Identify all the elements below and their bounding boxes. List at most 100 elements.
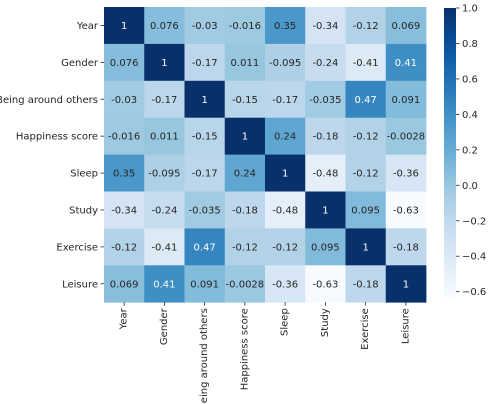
cell-value-label: -0.095 (269, 58, 301, 69)
cell-value-label: -0.48 (272, 205, 298, 216)
cell-value-label: 0.47 (193, 242, 215, 253)
y-tick-label-gender: Gender (61, 58, 99, 69)
x-tick-label-being-around-others: Being around others (199, 308, 210, 404)
heatmap-cell-happiness-score-gender (144, 117, 185, 155)
heatmap-annotations: 1 0.076 -0.03 -0.016 0.35 -0.34 -0.12 0.069 0.07… (108, 21, 425, 290)
cell-value-label: 0.24 (234, 169, 256, 180)
cell-value-label: -0.34 (312, 21, 338, 32)
cell-value-label: -0.12 (272, 242, 298, 253)
heatmap-cell-gender-sleep (265, 43, 306, 82)
heatmap-cell-happiness-score-happiness-score (224, 117, 266, 155)
heatmap-cell-gender-gender (144, 43, 185, 82)
cell-value-label: 0.095 (351, 205, 380, 216)
heatmap-cell-exercise-leisure (385, 228, 427, 266)
heatmap-cells (104, 7, 427, 303)
heatmap-cell-leisure-being-around-others (184, 265, 226, 303)
cell-value-label: 0.47 (354, 95, 376, 106)
heatmap-cell-being-around-others-sleep (265, 80, 306, 119)
colorbar: 1.0 0.8 0.6 0.4 0.2 0.0 −0.2 −0.4 −0.6 (444, 4, 486, 298)
heatmap-cell-exercise-gender (144, 228, 185, 266)
cell-value-label: 1 (362, 242, 368, 253)
heatmap-cell-being-around-others-happiness-score (224, 80, 266, 119)
cell-value-label: 0.091 (190, 279, 219, 290)
cell-value-label: -0.12 (232, 242, 258, 253)
x-tick-label-exercise: Exercise (360, 308, 371, 350)
heatmap-cell-happiness-score-being-around-others (184, 117, 226, 155)
heatmap-cell-study-sleep (265, 191, 306, 229)
heatmap-cell-sleep-exercise (345, 154, 387, 192)
heatmap-cell-year-exercise (345, 7, 387, 45)
cell-value-label: -0.0028 (226, 279, 265, 290)
cell-value-label: 0.069 (392, 21, 421, 32)
heatmap-cell-being-around-others-leisure (385, 80, 427, 119)
heatmap-cell-leisure-year (104, 265, 145, 303)
heatmap-cell-sleep-leisure (385, 154, 427, 192)
colorbar-tick-label: −0.2 (462, 216, 486, 227)
cell-value-label: 0.24 (274, 132, 296, 143)
cell-value-label: -0.12 (111, 242, 137, 253)
colorbar-tick-label: 0.6 (462, 74, 478, 85)
cell-value-label: -0.03 (192, 21, 218, 32)
cell-value-label: -0.36 (272, 279, 298, 290)
cell-value-label: -0.36 (393, 169, 419, 180)
cell-value-label: 0.091 (392, 95, 421, 106)
x-tick-label-happiness-score: Happiness score (239, 308, 250, 390)
heatmap-cell-gender-study (305, 43, 346, 82)
cell-value-label: 1 (121, 21, 127, 32)
colorbar-tick-label: 0.4 (462, 110, 478, 121)
x-tick-label-leisure: Leisure (400, 308, 411, 344)
y-tick-label-happiness-score: Happiness score (16, 132, 98, 143)
cell-value-label: -0.016 (229, 21, 261, 32)
heatmap-cell-sleep-year (104, 154, 145, 192)
heatmap-cell-gender-happiness-score (224, 43, 266, 82)
heatmap-cell-exercise-exercise (345, 228, 387, 266)
colorbar-tick-label: −0.4 (462, 252, 486, 263)
heatmap-cell-exercise-study (305, 228, 346, 266)
cell-value-label: -0.41 (353, 58, 379, 69)
cell-value-label: 0.35 (274, 21, 296, 32)
heatmap-cell-being-around-others-gender (144, 80, 185, 119)
heatmap-cell-happiness-score-exercise (345, 117, 387, 155)
heatmap-cell-study-year (104, 191, 145, 229)
cell-value-label: 1 (201, 95, 207, 106)
heatmap-cell-year-leisure (385, 7, 427, 45)
colorbar-tick-label: 0.0 (462, 181, 478, 192)
heatmap-cell-sleep-happiness-score (224, 154, 266, 192)
heatmap-cell-study-happiness-score (224, 191, 266, 229)
cell-value-label: 0.011 (150, 132, 179, 143)
cell-value-label: -0.24 (312, 58, 338, 69)
heatmap-cell-leisure-leisure (385, 265, 427, 303)
cell-value-label: -0.15 (192, 132, 218, 143)
heatmap-cell-exercise-being-around-others (184, 228, 226, 266)
cell-value-label: -0.03 (111, 95, 137, 106)
colorbar-tick-label: 0.2 (462, 145, 478, 156)
heatmap-cell-being-around-others-year (104, 80, 145, 119)
cell-value-label: 1 (403, 279, 409, 290)
cell-value-label: -0.016 (108, 132, 140, 143)
y-tick-label-exercise: Exercise (56, 242, 98, 253)
heatmap-cell-study-being-around-others (184, 191, 226, 229)
heatmap-cell-year-being-around-others (184, 7, 226, 45)
cell-value-label: -0.41 (151, 242, 177, 253)
cell-value-label: -0.17 (272, 95, 298, 106)
cell-value-label: 0.41 (395, 58, 417, 69)
heatmap-cell-gender-exercise (345, 43, 387, 82)
heatmap-cell-exercise-year (104, 228, 145, 266)
cell-value-label: -0.15 (232, 95, 258, 106)
heatmap-cell-gender-leisure (385, 43, 427, 82)
x-tick-label-gender: Gender (159, 307, 170, 345)
cell-value-label: -0.17 (151, 95, 177, 106)
colorbar-tick-label: 0.8 (462, 39, 478, 50)
heatmap-cell-study-exercise (345, 191, 387, 229)
cell-value-label: -0.18 (393, 242, 419, 253)
heatmap-cell-leisure-gender (144, 265, 185, 303)
x-tick-label-year: Year (119, 307, 130, 330)
heatmap-cell-study-leisure (385, 191, 427, 229)
heatmap-cell-gender-year (104, 43, 145, 82)
heatmap-cell-sleep-gender (144, 154, 185, 192)
x-tick-labels: Year Gender Being around others Happiness s… (119, 302, 411, 404)
cell-value-label: 0.069 (110, 279, 139, 290)
cell-value-label: -0.18 (232, 205, 258, 216)
cell-value-label: -0.035 (309, 95, 341, 106)
heatmap-cell-year-gender (144, 7, 185, 45)
